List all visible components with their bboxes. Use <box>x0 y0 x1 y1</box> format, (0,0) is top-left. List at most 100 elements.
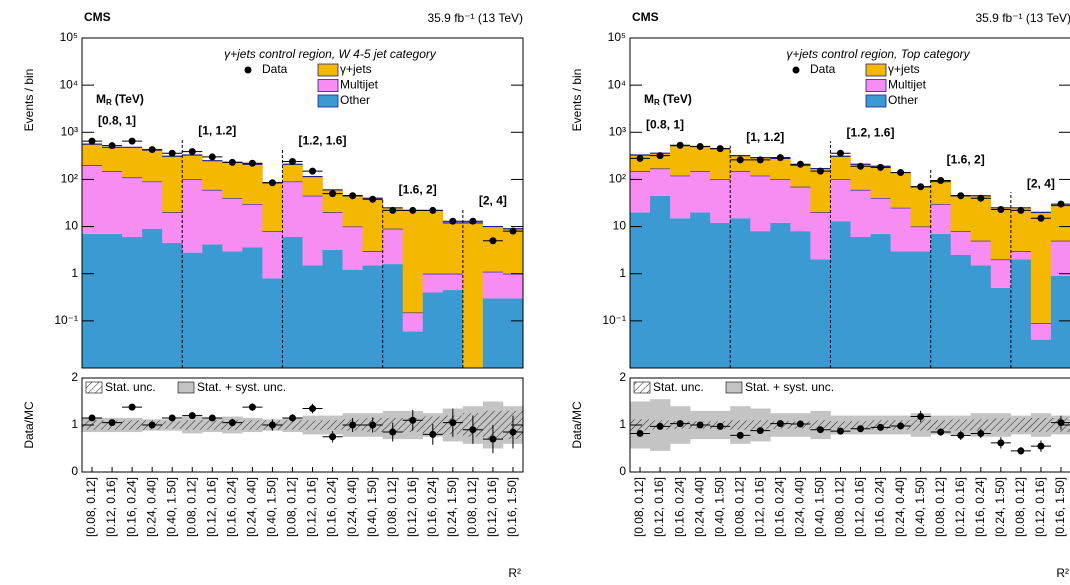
bar-segment <box>422 210 444 274</box>
y-tick-label: 2 <box>71 370 78 384</box>
bar-segment <box>282 237 303 368</box>
bar-segment <box>1010 207 1032 252</box>
bar-segment <box>282 181 303 238</box>
data-point <box>816 167 824 175</box>
legend-swatch <box>865 94 887 108</box>
group-label: [1.6, 2] <box>399 183 437 197</box>
legend-swatch <box>725 381 743 394</box>
ratio-point <box>957 431 965 439</box>
stat-band <box>122 420 143 430</box>
bar-segment <box>442 222 464 274</box>
x-tick-label: [0.12, 0.16] <box>652 477 666 537</box>
x-tick-label: [0.12, 0.16] <box>485 477 499 537</box>
bar-segment <box>690 212 711 368</box>
bar-segment <box>770 158 791 180</box>
bar-segment <box>1030 323 1052 340</box>
bar-segment <box>502 228 523 274</box>
ratio-point <box>1057 419 1065 427</box>
y-tick-label: 10⁴ <box>607 77 626 91</box>
bar-segment <box>670 145 691 176</box>
group-label: [1, 1.2] <box>746 130 784 144</box>
bar-segment <box>142 228 163 368</box>
data-point <box>776 154 784 162</box>
bar-segment <box>630 212 651 368</box>
stat-band <box>1010 417 1032 433</box>
bar-segment <box>222 162 243 199</box>
legend-label: Other <box>888 93 918 107</box>
bar-segment <box>282 164 303 182</box>
ratio-point <box>736 431 744 439</box>
ratio-point <box>369 421 377 429</box>
ratio-point <box>349 421 357 429</box>
bar-segment <box>710 179 731 223</box>
data-point <box>937 176 945 184</box>
bar-segment <box>102 171 123 234</box>
chart-title: CMS <box>84 10 111 24</box>
plot-frame <box>81 37 524 369</box>
y-tick-label: 0 <box>71 464 78 478</box>
bar-segment <box>730 171 751 219</box>
bar-segment <box>1050 240 1070 276</box>
data-point <box>168 149 176 157</box>
data-point <box>449 217 457 225</box>
data-point <box>329 190 337 198</box>
ratio-point <box>937 428 945 436</box>
x-tick-label: [0.16, 0.24] <box>672 477 686 537</box>
bar-segment <box>1050 205 1070 241</box>
bar-segment <box>790 231 811 368</box>
ratio-point <box>469 426 477 434</box>
bar-segment <box>342 269 363 368</box>
x-tick-label: [0.12, 0.16] <box>405 477 419 537</box>
ratio-point <box>509 428 517 436</box>
ratio-point <box>836 427 844 435</box>
legend-label: Stat. + syst. unc. <box>745 380 834 394</box>
group-axis-label: MR (TeV) <box>644 92 692 107</box>
x-tick-label: [0.16, 1.50] <box>1053 477 1067 537</box>
bar-segment <box>650 195 671 368</box>
legend-label: Multijet <box>888 78 927 92</box>
group-axis-symbol: M <box>644 92 654 106</box>
y-axis-label: Data/MC <box>570 401 584 449</box>
data-point <box>288 158 296 166</box>
stat-band <box>830 421 851 429</box>
ratio-point <box>776 420 784 428</box>
data-point <box>977 194 985 202</box>
bar-segment <box>262 231 283 279</box>
x-tick-label: [0.24, 0.40] <box>692 477 706 537</box>
bar-segment <box>690 171 711 213</box>
data-point <box>469 217 477 225</box>
ratio-point <box>188 412 196 420</box>
bar-segment <box>322 189 343 213</box>
bar-segment <box>730 218 751 368</box>
y-axis-label: Events / bin <box>570 69 584 132</box>
group-label: [0.8, 1] <box>646 117 684 131</box>
x-tick-label: [0.12, 0.16] <box>305 477 319 537</box>
legend-marker <box>244 66 252 74</box>
ratio-point <box>676 420 684 428</box>
data-point <box>349 192 357 200</box>
ratio-point <box>168 414 176 422</box>
x-tick-label: [0.16, 0.24] <box>973 477 987 537</box>
y-tick-label: 10⁵ <box>60 30 78 44</box>
data-point <box>857 162 865 170</box>
y-tick-label: 10³ <box>61 124 78 138</box>
stat-band <box>810 420 831 430</box>
data-point <box>429 206 437 214</box>
stat-band <box>850 421 871 429</box>
ratio-point <box>656 422 664 430</box>
data-point <box>656 152 664 160</box>
ratio-point <box>1017 447 1025 455</box>
group-label: [1.2, 1.6] <box>298 134 346 148</box>
bar-segment <box>890 172 911 208</box>
group-label: [1.2, 1.6] <box>846 125 894 139</box>
data-point <box>917 183 925 191</box>
bar-segment <box>810 212 831 260</box>
bar-segment <box>710 148 731 180</box>
legend-swatch <box>85 381 103 394</box>
bar-segment <box>990 287 1012 368</box>
stat-band <box>950 419 972 431</box>
data-point <box>88 137 96 145</box>
data-point <box>268 179 276 187</box>
data-point <box>188 148 196 156</box>
x-tick-label: [0.16, 0.24] <box>325 477 339 537</box>
